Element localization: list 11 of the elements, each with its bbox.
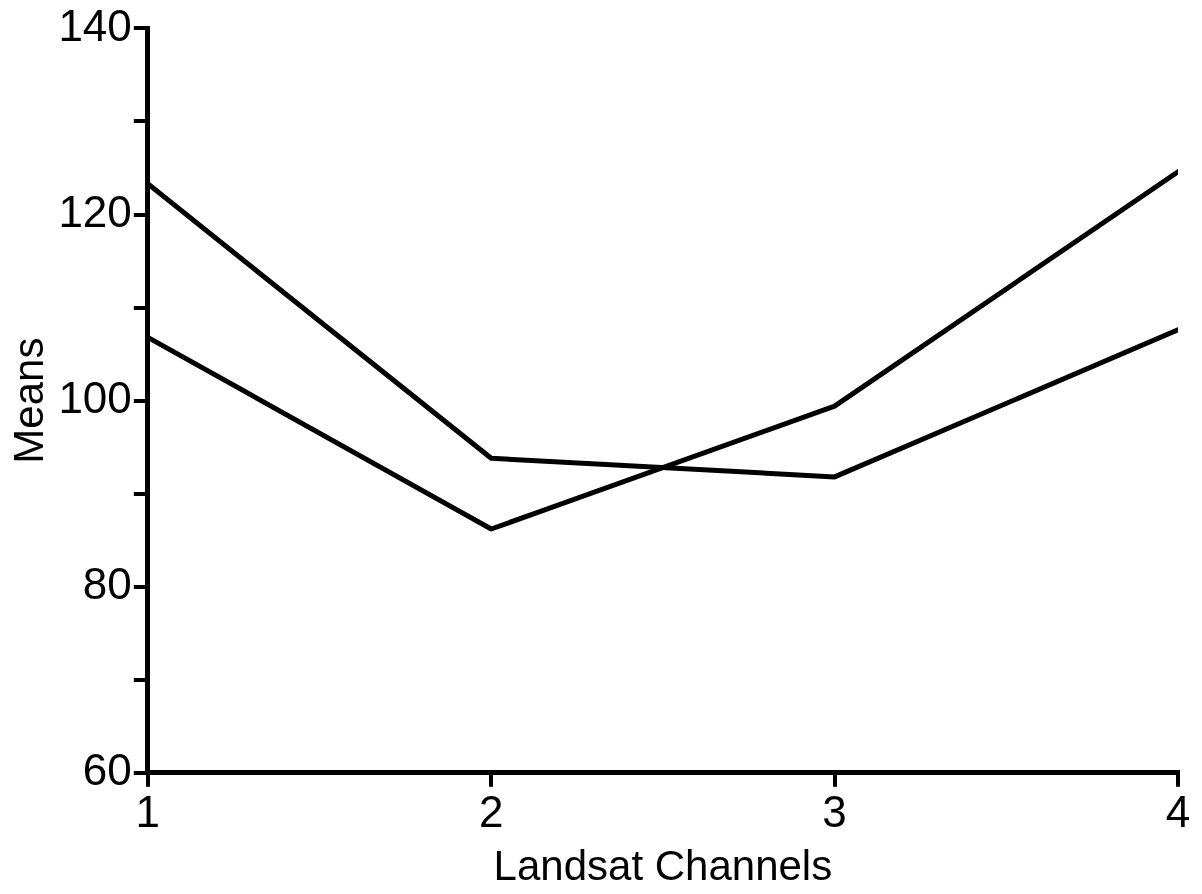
y-tick-label: 120 [58, 186, 132, 236]
x-tick-label: 2 [478, 787, 504, 837]
y-axis-title: Means [4, 337, 52, 464]
y-tick-label: 100 [58, 372, 132, 422]
y-tick-label: 60 [82, 744, 132, 794]
x-tick-label: 4 [1165, 787, 1191, 837]
x-tick-label: 3 [822, 787, 847, 837]
x-axis-title: Landsat Channels [493, 842, 833, 890]
y-tick-label: 80 [82, 558, 132, 608]
x-tick-label: 1 [135, 787, 161, 837]
y-tick-label: 140 [58, 0, 132, 50]
